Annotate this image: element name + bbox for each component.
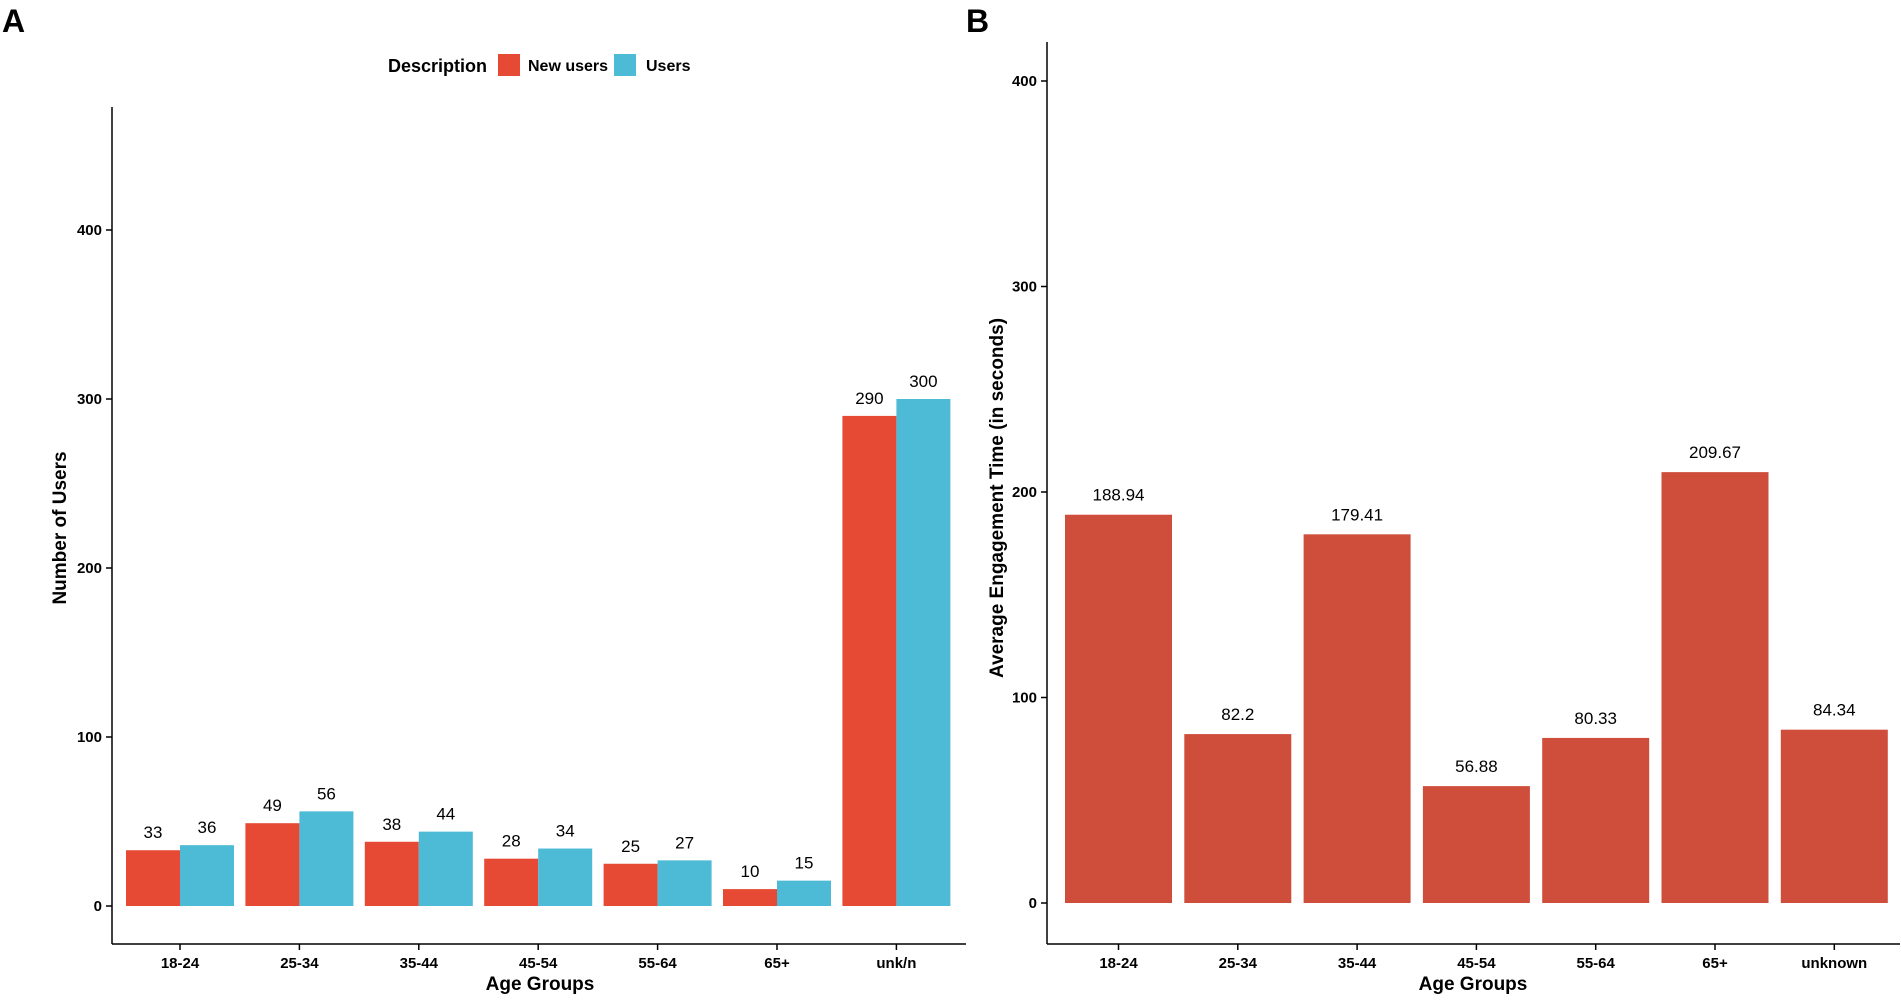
bar-value-label: 28 (502, 832, 521, 851)
panel-a-x-tick-label: 65+ (764, 955, 790, 972)
bar-users (180, 845, 234, 906)
bar-value-label: 82.2 (1221, 705, 1254, 724)
panel-b-x-axis-title: Age Groups (1419, 974, 1528, 995)
bar-value-label: 179.41 (1331, 505, 1383, 524)
bar-new-users (126, 850, 180, 906)
bar-new-users (842, 415, 897, 906)
bar-users (538, 848, 593, 906)
bar-value-label: 188.94 (1093, 486, 1145, 505)
bar-value-label: 49 (263, 796, 282, 815)
panel-b-y-tick-label: 100 (1012, 690, 1037, 707)
panel-a-y-tick-label: 100 (77, 729, 102, 746)
bar-users (418, 831, 473, 906)
bar-value-label: 209.67 (1689, 443, 1741, 462)
panel-b-x-tick-label: 25-34 (1219, 955, 1258, 972)
panel-a-y-axis-title: Number of Users (50, 451, 71, 604)
bar-value-label: 10 (741, 862, 760, 881)
panel-a-x-tick-label: 25-34 (280, 955, 319, 972)
panel-a-x-tick-label: 35-44 (400, 955, 439, 972)
bar-users (299, 811, 354, 906)
bar-engagement (1780, 729, 1888, 903)
bar-value-label: 44 (436, 805, 455, 824)
panel-b-x-tick-label: unknown (1801, 955, 1867, 972)
bar-engagement (1184, 734, 1292, 903)
bar-value-label: 290 (855, 389, 883, 408)
panel-b-y-axis-title: Average Engagement Time (in seconds) (987, 318, 1008, 678)
panel-b-marks: 0 100 200 300 400 188.94 18-24 82.2 25-34 179.41 3… (1012, 73, 1888, 972)
bar-value-label: 80.33 (1574, 709, 1617, 728)
bar-value-label: 27 (675, 833, 694, 852)
panel-b-y-tick-label: 300 (1012, 279, 1037, 296)
legend-title: Description (388, 56, 487, 76)
bar-new-users (723, 889, 777, 906)
panel-a-y-tick-label: 0 (94, 898, 102, 915)
legend-swatch-users (614, 54, 636, 76)
bar-value-label: 36 (198, 818, 217, 837)
panel-a-x-tick-label: unk/n (876, 955, 916, 972)
panel-b-y-tick-label: 0 (1029, 895, 1037, 912)
panel-b-x-tick-label: 18-24 (1099, 955, 1138, 972)
bar-value-label: 15 (795, 854, 814, 873)
bar-value-label: 33 (144, 823, 163, 842)
panel-b-letter: B (966, 3, 989, 39)
bar-engagement (1422, 786, 1530, 903)
panel-a-x-tick-label: 18-24 (161, 955, 200, 972)
panel-a-x-tick-label: 45-54 (519, 955, 558, 972)
panel-a-y-tick-label: 300 (77, 391, 102, 408)
bar-value-label: 84.34 (1813, 701, 1856, 720)
panel-a-y-tick-label: 200 (77, 560, 102, 577)
bar-engagement (1661, 472, 1769, 903)
panel-a-x-axis-title: Age Groups (486, 974, 595, 995)
panel-a: A Age Groups Number of Users Description… (2, 3, 966, 995)
bar-value-label: 56 (317, 784, 336, 803)
panel-b-y-tick-label: 200 (1012, 484, 1037, 501)
bar-value-label: 38 (382, 815, 401, 834)
bar-new-users (245, 823, 300, 906)
bar-engagement (1542, 737, 1650, 903)
bar-new-users (364, 841, 419, 906)
panel-a-legend: Description New users Users (388, 54, 691, 76)
panel-a-marks: 0 100 200 300 400 18-24 33 36 25-34 49 56 35-44 38 44… (77, 222, 951, 972)
panel-b-x-tick-label: 35-44 (1338, 955, 1377, 972)
panel-a-y-tick-label: 400 (77, 222, 102, 239)
legend-label-users: Users (646, 58, 691, 75)
bar-new-users (484, 858, 539, 906)
panel-b-x-tick-label: 45-54 (1457, 955, 1496, 972)
panel-b-y-tick-label: 400 (1012, 73, 1037, 90)
panel-a-letter: A (2, 3, 25, 39)
bar-users (657, 860, 712, 906)
bar-engagement (1303, 534, 1411, 903)
bar-new-users (603, 863, 658, 906)
panel-b-x-tick-label: 55-64 (1577, 955, 1616, 972)
bar-value-label: 300 (909, 372, 937, 391)
bar-engagement (1065, 514, 1172, 903)
panel-a-x-tick-label: 55-64 (638, 955, 677, 972)
panel-b: B Age Groups Average Engagement Time (in… (966, 3, 1900, 995)
bar-value-label: 25 (621, 837, 640, 856)
bar-users (777, 880, 831, 906)
legend-swatch-new-users (498, 54, 520, 76)
panel-b-x-tick-label: 65+ (1702, 955, 1728, 972)
legend-label-new-users: New users (528, 58, 608, 75)
bar-users (896, 399, 951, 906)
bar-value-label: 34 (556, 822, 575, 841)
bar-value-label: 56.88 (1455, 757, 1498, 776)
